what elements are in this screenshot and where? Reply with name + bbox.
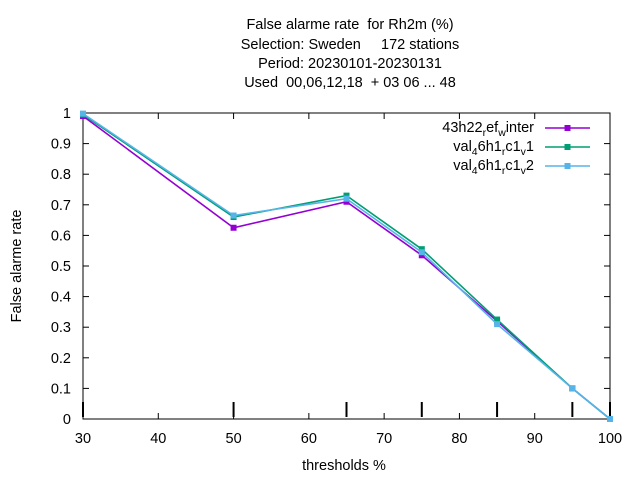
legend-marker-2 — [564, 144, 571, 150]
chart-title-line-1: False alarme rate for Rh2m (%) — [246, 17, 454, 33]
data-point — [343, 195, 350, 202]
legend-sub: 4 — [471, 146, 478, 158]
legend-text: 2 — [525, 158, 534, 174]
series-group — [80, 110, 613, 422]
y-tick-label: 0.5 — [51, 259, 71, 275]
data-point — [418, 249, 425, 256]
y-tick-label: 0 — [63, 412, 71, 428]
legend-text: 6h1 — [477, 158, 502, 174]
legend-marker-1 — [564, 125, 571, 131]
y-tick-label: 0.9 — [51, 137, 71, 153]
axes: 30 40 50 60 70 80 90 100 0 0.1 0.2 0.3 0.4 0.5 0.6 0.7 0… — [51, 106, 622, 447]
legend-entry-2: val46h1rc1v1 — [453, 138, 534, 162]
legend-sub: v — [520, 165, 526, 177]
legend-text: 6h1 — [477, 139, 502, 155]
data-point — [230, 224, 237, 231]
x-tick-label: 90 — [527, 431, 543, 447]
legend-text: ef — [486, 120, 499, 136]
legend-sub: w — [498, 127, 506, 139]
y-tick-label: 0.6 — [51, 228, 71, 244]
data-point — [230, 212, 237, 219]
legend-text: 43h22 — [442, 120, 483, 136]
y-tick-label: 0.2 — [51, 351, 71, 367]
chart-title-line-3: Period: 20230101-20230131 — [258, 56, 442, 72]
legend-samples — [545, 125, 590, 169]
data-point — [343, 198, 350, 205]
y-tick-label: 1 — [63, 106, 71, 122]
data-point — [494, 316, 501, 323]
legend-sub: r — [501, 146, 506, 158]
data-point — [607, 416, 613, 422]
legend-entry-1: 43h22refwinter — [442, 119, 534, 143]
legend-text: c1 — [505, 139, 521, 155]
legend-sub: 4 — [471, 165, 478, 177]
y-tick-label: 0.1 — [51, 381, 71, 397]
x-axis-label: thresholds % — [302, 458, 386, 474]
x-tick-label: 30 — [75, 431, 91, 447]
x-tick-label: 100 — [598, 431, 622, 447]
legend-sub: r — [482, 127, 487, 139]
data-point — [569, 385, 576, 392]
y-tick-label: 0.8 — [51, 167, 71, 183]
legend-sub: r — [501, 165, 506, 177]
threshold-markers — [82, 402, 611, 417]
chart-title-line-4: Used 00,06,12,18 + 03 06 ... 48 — [244, 75, 456, 91]
legend-text: inter — [505, 120, 534, 136]
legend-entry-3: val46h1rc1v2 — [453, 157, 534, 181]
data-point — [80, 110, 86, 117]
x-tick-label: 40 — [150, 431, 166, 447]
legend-sub: v — [520, 146, 526, 158]
y-tick-label: 0.4 — [51, 290, 71, 306]
data-point — [494, 321, 501, 328]
x-tick-label: 70 — [376, 431, 392, 447]
data-point — [418, 252, 425, 259]
legend-text: c1 — [505, 158, 521, 174]
y-tick-label: 0.3 — [51, 320, 71, 336]
x-tick-label: 60 — [301, 431, 317, 447]
series-3 — [80, 110, 613, 422]
data-point — [418, 246, 425, 253]
data-point — [343, 192, 350, 199]
legend-marker-3 — [564, 163, 571, 169]
legend-text: val — [453, 139, 472, 155]
x-tick-label: 50 — [226, 431, 242, 447]
chart-title-line-2: Selection: Sweden 172 stations — [240, 37, 460, 53]
x-tick-label: 80 — [451, 431, 467, 447]
y-tick-label: 0.7 — [51, 198, 71, 214]
y-axis-label: False alarme rate — [9, 210, 25, 323]
legend-text: 1 — [525, 139, 534, 155]
legend-text: val — [453, 158, 472, 174]
